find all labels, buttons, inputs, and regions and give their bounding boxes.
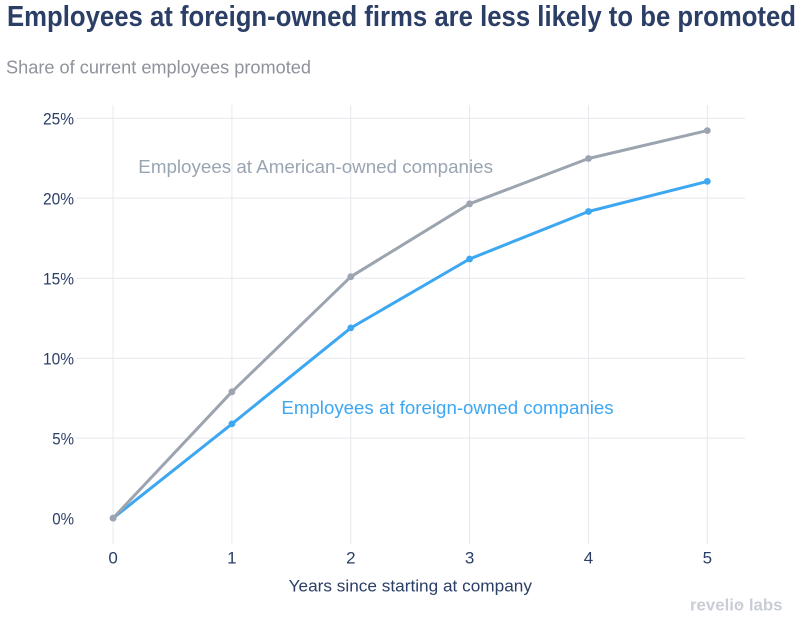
svg-text:Employees at foreign-owned fir: Employees at foreign-owned firms are les… <box>7 1 796 33</box>
svg-text:3: 3 <box>465 549 474 568</box>
svg-text:revelio labs: revelio labs <box>690 596 783 615</box>
svg-text:1: 1 <box>227 549 236 568</box>
svg-text:4: 4 <box>584 549 593 568</box>
svg-text:Years since starting at compan: Years since starting at company <box>289 576 533 595</box>
svg-text:5: 5 <box>703 549 712 568</box>
svg-text:Employees at foreign-owned com: Employees at foreign-owned companies <box>281 398 613 418</box>
svg-text:Employees at American-owned co: Employees at American-owned companies <box>138 157 493 177</box>
svg-text:0: 0 <box>108 549 117 568</box>
svg-text:10%: 10% <box>43 350 74 369</box>
svg-text:2: 2 <box>346 549 355 568</box>
svg-text:5%: 5% <box>52 430 74 449</box>
svg-text:Share of current employees pro: Share of current employees promoted <box>6 57 311 77</box>
svg-text:20%: 20% <box>43 190 74 209</box>
svg-text:15%: 15% <box>43 270 74 289</box>
svg-text:25%: 25% <box>43 110 74 129</box>
svg-text:0%: 0% <box>52 510 74 529</box>
